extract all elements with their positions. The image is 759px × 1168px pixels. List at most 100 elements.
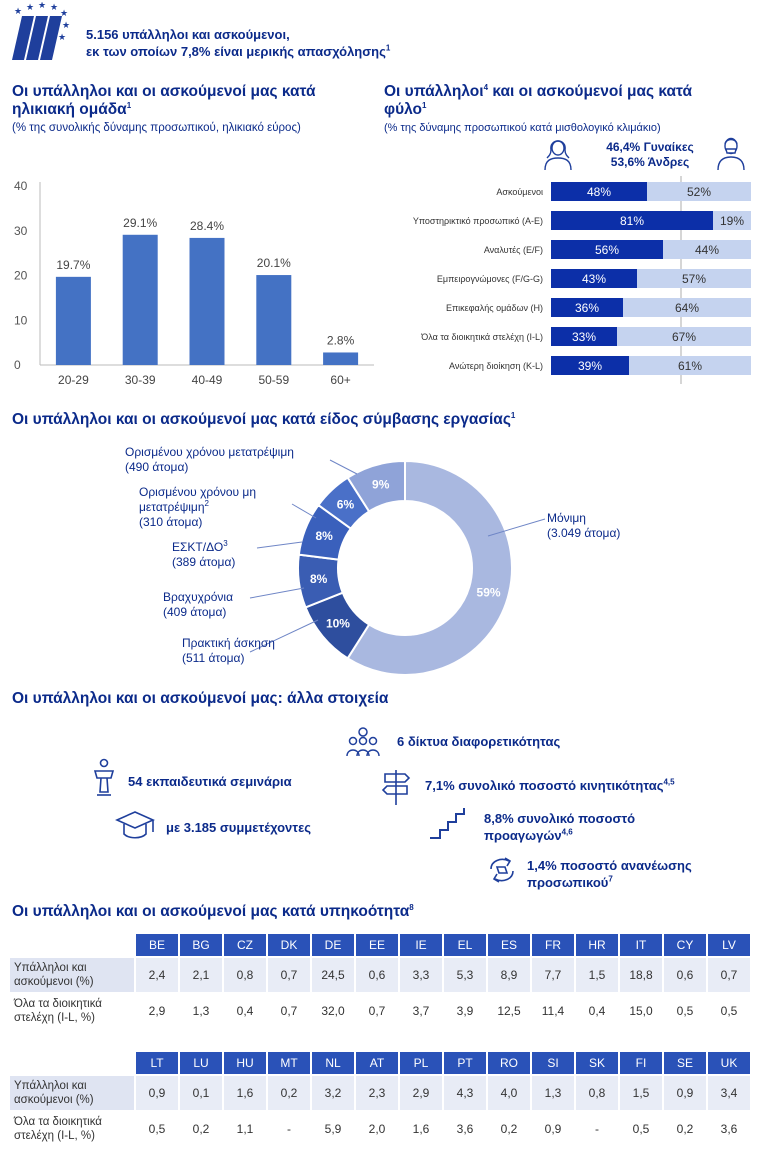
table-cell: 18,8 — [620, 958, 662, 992]
stat-renewal: 1,4% ποσοστό ανανέωσης προσωπικού7 — [527, 858, 692, 890]
age-bar — [189, 237, 225, 365]
age-bar — [323, 352, 359, 365]
contract-donut-chart: 59% 10% 8% 8% 6% 9% — [249, 459, 546, 676]
women-pct-label: 33% — [572, 330, 596, 344]
bar-women — [551, 298, 623, 317]
table-corner — [10, 1052, 134, 1074]
slice-label: 6% — [337, 498, 355, 512]
age-bar — [55, 276, 91, 365]
table-cell: 0,7 — [708, 958, 750, 992]
table-cell: 0,8 — [576, 1076, 618, 1110]
table-cell: 2,3 — [356, 1076, 398, 1110]
table-cell: 0,2 — [488, 1112, 530, 1146]
bar-men — [623, 298, 751, 317]
slice-label: 59% — [477, 585, 501, 599]
table-cell: 4,0 — [488, 1076, 530, 1110]
men-pct-label: 19% — [720, 214, 744, 228]
y-tick-label: 40 — [14, 179, 28, 193]
table-cell: 0,4 — [576, 994, 618, 1028]
women-pct-label: 81% — [620, 214, 644, 228]
y-tick-label: 30 — [14, 224, 28, 238]
table-cell: 12,5 — [488, 994, 530, 1028]
bar-men — [713, 211, 751, 230]
slice-label: 8% — [315, 529, 333, 543]
leader-line — [249, 587, 305, 599]
table-cell: 0,2 — [180, 1112, 222, 1146]
country-header: EE — [356, 934, 398, 956]
table-cell: 15,0 — [620, 994, 662, 1028]
country-header: EL — [444, 934, 486, 956]
table-cell: 24,5 — [312, 958, 354, 992]
table-cell: 0,9 — [664, 1076, 706, 1110]
country-header: BE — [136, 934, 178, 956]
country-header: AT — [356, 1052, 398, 1074]
table-cell: 1,5 — [620, 1076, 662, 1110]
country-header: FR — [532, 934, 574, 956]
bar-women — [551, 211, 713, 230]
country-header: IE — [400, 934, 442, 956]
x-tick-label: 20-29 — [58, 373, 89, 387]
table-cell: 0,9 — [532, 1112, 574, 1146]
category-label: Αναλυτές (E/F) — [484, 245, 543, 255]
signpost-icon — [381, 770, 411, 805]
women-pct-label: 48% — [587, 185, 611, 199]
woman-icon — [544, 140, 572, 170]
contract-label-convertible: Ορισμένου χρόνου μετατρέψιμη (490 άτομα) — [125, 445, 294, 474]
table-cell: 3,4 — [708, 1076, 750, 1110]
table-cell: 0,6 — [356, 958, 398, 992]
country-header: SE — [664, 1052, 706, 1074]
table-cell: 3,6 — [444, 1112, 486, 1146]
country-header: LV — [708, 934, 750, 956]
table-cell: 1,5 — [576, 958, 618, 992]
bar-women — [551, 269, 637, 288]
category-label: Επικεφαλής ομάδων (H) — [446, 303, 543, 313]
slice-label: 8% — [310, 572, 328, 586]
country-header: DE — [312, 934, 354, 956]
country-header: CZ — [224, 934, 266, 956]
leader-line — [249, 619, 319, 653]
y-tick-label: 10 — [14, 313, 28, 327]
contract-title: Οι υπάλληλοι και οι ασκούμενοί μας κατά … — [12, 410, 516, 428]
table-cell: 0,8 — [224, 958, 266, 992]
x-tick-label: 60+ — [330, 373, 350, 387]
country-header: BG — [180, 934, 222, 956]
svg-text:★: ★ — [62, 20, 70, 30]
table-cell: 0,4 — [224, 994, 266, 1028]
table-cell: 5,3 — [444, 958, 486, 992]
table-cell: 8,9 — [488, 958, 530, 992]
slice-label: 9% — [372, 477, 390, 491]
gender-split: 46,4% Γυναίκες 53,6% Άνδρες — [606, 140, 694, 169]
table-cell: 7,7 — [532, 958, 574, 992]
svg-text:★: ★ — [26, 2, 34, 12]
country-header: PL — [400, 1052, 442, 1074]
contract-label-nonconvertible: Ορισμένου χρόνου μη μετατρέψιμη2 (310 άτ… — [139, 485, 257, 529]
age-title: Οι υπάλληλοι και οι ασκούμενοί μας κατά … — [12, 83, 316, 118]
leader-line — [291, 503, 317, 519]
table-cell: 3,2 — [312, 1076, 354, 1110]
age-bar — [122, 234, 158, 365]
nationality-table-2: LT LU HU MT NL AT PL PT RO SI SK FI SE UK Υπάλληλοι κ… — [8, 1050, 752, 1148]
country-header: SI — [532, 1052, 574, 1074]
x-tick-label: 50-59 — [258, 373, 289, 387]
table-cell: 0,7 — [268, 994, 310, 1028]
women-pct-label: 56% — [595, 243, 619, 257]
stat-seminars: 54 εκπαιδευτικά σεμινάρια — [128, 774, 292, 789]
country-header: PT — [444, 1052, 486, 1074]
table-cell: 32,0 — [312, 994, 354, 1028]
table-cell: 2,9 — [136, 994, 178, 1028]
country-header: FI — [620, 1052, 662, 1074]
bar-men — [663, 240, 751, 259]
bar-value-label: 20.1% — [257, 256, 291, 270]
table-cell: 2,0 — [356, 1112, 398, 1146]
bar-men — [647, 182, 751, 201]
contract-label-permanent: Μόνιμη (3.049 άτομα) — [547, 511, 621, 540]
table-cell: 2,9 — [400, 1076, 442, 1110]
country-header: RO — [488, 1052, 530, 1074]
stat-participants: με 3.185 συμμετέχοντες — [166, 820, 311, 835]
women-pct-label: 39% — [578, 359, 602, 373]
table-cell: 1,6 — [400, 1112, 442, 1146]
category-label: Όλα τα διοικητικά στελέχη (I-L) — [420, 332, 543, 342]
country-header: HR — [576, 934, 618, 956]
man-icon — [717, 137, 745, 170]
renewal-arrows-icon — [490, 857, 514, 883]
